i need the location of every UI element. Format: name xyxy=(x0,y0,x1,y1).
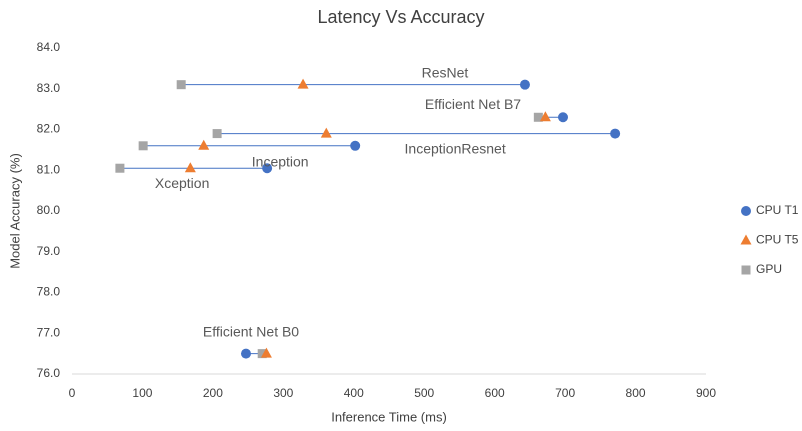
annotation: ResNet xyxy=(422,64,469,80)
point xyxy=(212,129,222,139)
legend-label: GPU xyxy=(756,262,782,276)
point xyxy=(297,78,309,89)
point xyxy=(350,140,361,151)
y-tick-label: 84.0 xyxy=(37,40,61,54)
x-tick-label: 0 xyxy=(69,386,76,400)
point xyxy=(176,80,186,90)
x-tick-label: 300 xyxy=(273,386,293,400)
point xyxy=(260,347,272,358)
annotation: Efficient Net B7 xyxy=(425,96,521,112)
y-tick-label: 76.0 xyxy=(37,366,61,380)
point xyxy=(115,163,125,173)
y-tick-label: 78.0 xyxy=(37,285,61,299)
legend-marker xyxy=(740,234,752,245)
x-axis-title: Inference Time (ms) xyxy=(331,409,447,424)
point xyxy=(539,111,551,122)
point xyxy=(557,112,568,123)
y-tick-label: 80.0 xyxy=(37,203,61,217)
x-tick-label: 700 xyxy=(555,386,575,400)
legend-marker xyxy=(741,206,751,216)
y-tick-label: 81.0 xyxy=(37,162,61,176)
chart-title: Latency Vs Accuracy xyxy=(317,7,484,27)
annotation: Inception xyxy=(252,154,309,170)
point xyxy=(320,127,332,138)
point xyxy=(519,79,530,90)
x-tick-label: 200 xyxy=(203,386,223,400)
point xyxy=(240,348,251,359)
x-tick-label: 500 xyxy=(414,386,434,400)
y-tick-label: 79.0 xyxy=(37,244,61,258)
x-tick-label: 600 xyxy=(485,386,505,400)
y-tick-label: 83.0 xyxy=(37,81,61,95)
x-tick-label: 800 xyxy=(626,386,646,400)
y-axis-title: Model Accuracy (%) xyxy=(7,153,22,269)
annotation: InceptionResnet xyxy=(405,140,506,156)
point xyxy=(262,163,273,174)
x-tick-label: 400 xyxy=(344,386,364,400)
y-tick-label: 77.0 xyxy=(37,325,61,339)
y-tick-label: 82.0 xyxy=(37,122,61,136)
legend-marker xyxy=(741,265,751,275)
point xyxy=(533,112,543,122)
point xyxy=(138,141,148,151)
legend-label: CPU T1 xyxy=(756,203,799,217)
x-tick-label: 100 xyxy=(132,386,152,400)
point xyxy=(610,128,621,139)
x-tick-label: 900 xyxy=(696,386,716,400)
annotation: Efficient Net B0 xyxy=(203,323,299,339)
point xyxy=(198,139,210,150)
point xyxy=(257,349,267,359)
point xyxy=(184,162,196,173)
legend-label: CPU T5 xyxy=(756,233,799,247)
annotation: Xception xyxy=(155,175,209,191)
